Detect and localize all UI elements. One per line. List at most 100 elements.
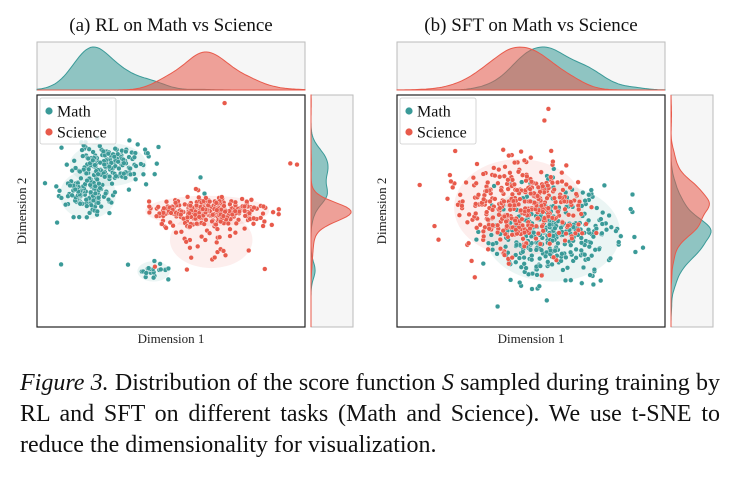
data-point bbox=[158, 266, 164, 273]
data-point bbox=[227, 226, 233, 232]
legend: Math Science bbox=[399, 97, 477, 145]
data-point bbox=[72, 186, 78, 193]
legend-label-math: Math bbox=[57, 104, 91, 121]
data-point bbox=[103, 190, 109, 197]
data-point bbox=[572, 230, 579, 236]
data-point bbox=[197, 174, 204, 181]
data-point bbox=[214, 207, 220, 213]
data-point bbox=[102, 174, 108, 180]
data-point bbox=[503, 219, 509, 225]
data-point bbox=[105, 151, 111, 157]
caption-text-after: sampled during training by RL and SFT on… bbox=[20, 370, 721, 458]
data-point bbox=[450, 184, 456, 191]
data-point bbox=[545, 183, 551, 189]
data-point bbox=[220, 248, 227, 254]
data-point bbox=[537, 263, 543, 269]
data-point bbox=[517, 280, 523, 286]
right-kde-science bbox=[310, 94, 352, 327]
data-point bbox=[552, 248, 558, 254]
data-point bbox=[161, 205, 167, 211]
data-point bbox=[533, 236, 539, 242]
data-point bbox=[121, 160, 127, 166]
data-point bbox=[588, 187, 594, 193]
data-point bbox=[487, 198, 493, 205]
data-point bbox=[519, 216, 525, 222]
data-point bbox=[528, 190, 534, 197]
data-point bbox=[207, 199, 213, 205]
legend: Math Science bbox=[39, 97, 117, 145]
data-point bbox=[563, 181, 569, 188]
data-point bbox=[232, 208, 238, 214]
data-point bbox=[544, 195, 550, 201]
data-point bbox=[473, 237, 480, 243]
data-point bbox=[88, 202, 94, 208]
data-point bbox=[538, 203, 545, 209]
data-point bbox=[207, 230, 213, 236]
data-point bbox=[101, 161, 107, 168]
data-point bbox=[214, 226, 221, 232]
data-point bbox=[187, 245, 193, 251]
data-point bbox=[618, 233, 624, 239]
data-point bbox=[116, 165, 122, 172]
data-point bbox=[187, 203, 194, 209]
data-point bbox=[173, 230, 179, 236]
data-point bbox=[579, 230, 585, 236]
data-point bbox=[76, 214, 82, 220]
data-point bbox=[565, 223, 571, 229]
data-point bbox=[473, 201, 479, 207]
data-point bbox=[111, 154, 117, 160]
data-point bbox=[485, 240, 492, 246]
data-point bbox=[131, 154, 138, 160]
data-point bbox=[559, 219, 566, 226]
data-point bbox=[588, 204, 595, 210]
data-point bbox=[592, 247, 598, 253]
data-point bbox=[193, 186, 199, 192]
data-point bbox=[507, 202, 513, 208]
data-point bbox=[90, 197, 97, 204]
data-point bbox=[629, 191, 636, 198]
data-point bbox=[54, 220, 60, 226]
data-point bbox=[491, 183, 497, 189]
data-point bbox=[187, 224, 193, 230]
data-point bbox=[480, 171, 486, 177]
data-point bbox=[194, 221, 200, 227]
data-point bbox=[513, 252, 519, 258]
data-point bbox=[157, 261, 163, 267]
data-point bbox=[549, 180, 556, 186]
data-point bbox=[105, 197, 112, 203]
data-point bbox=[94, 208, 100, 215]
data-point bbox=[126, 137, 132, 144]
data-point bbox=[500, 228, 506, 234]
data-point bbox=[456, 212, 463, 218]
data-point bbox=[79, 147, 85, 153]
data-point bbox=[98, 204, 104, 210]
y-axis-label: Dimension 2 bbox=[374, 178, 389, 245]
data-point bbox=[72, 165, 79, 171]
data-point bbox=[490, 241, 496, 247]
legend-marker-science bbox=[45, 128, 53, 136]
data-point bbox=[146, 265, 152, 271]
data-point bbox=[570, 213, 576, 219]
data-point bbox=[448, 178, 454, 185]
data-point bbox=[42, 180, 48, 186]
data-point bbox=[557, 194, 563, 200]
data-point bbox=[192, 212, 198, 218]
data-point bbox=[563, 162, 569, 169]
data-point bbox=[589, 253, 595, 259]
data-point bbox=[80, 153, 86, 159]
data-point bbox=[551, 195, 557, 201]
data-point bbox=[494, 251, 500, 257]
data-point bbox=[151, 275, 157, 281]
data-point bbox=[559, 170, 565, 176]
data-point bbox=[575, 179, 581, 185]
x-axis-label: Dimension 1 bbox=[138, 331, 205, 345]
data-point bbox=[133, 163, 139, 169]
data-point bbox=[222, 252, 229, 258]
data-point bbox=[466, 240, 472, 246]
data-point bbox=[523, 178, 529, 184]
data-point bbox=[262, 266, 268, 272]
data-point bbox=[481, 233, 487, 240]
data-point bbox=[550, 254, 557, 260]
data-point bbox=[140, 171, 147, 177]
data-point bbox=[505, 177, 511, 183]
